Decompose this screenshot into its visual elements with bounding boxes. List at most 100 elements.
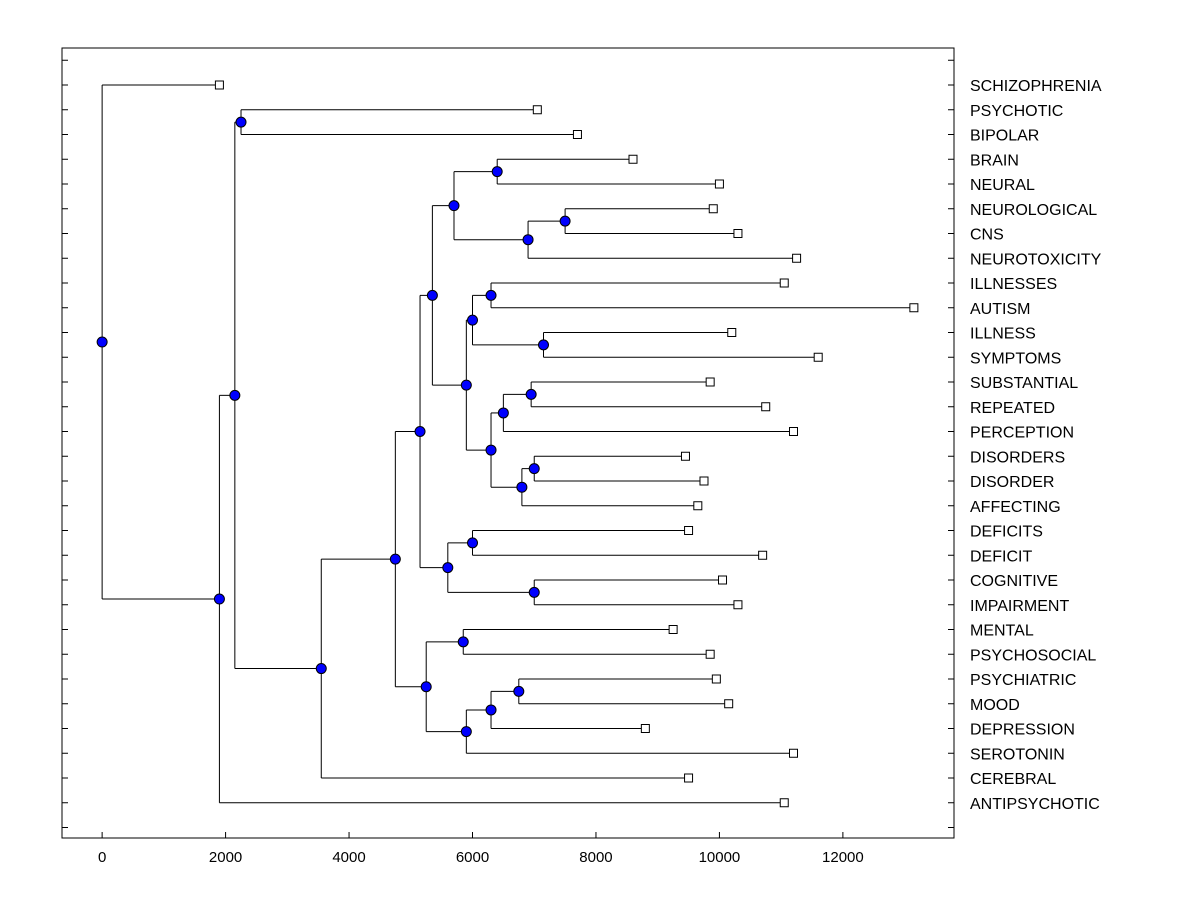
- merge-node-n4: [522, 234, 534, 246]
- leaf-label: ANTIPSYCHOTIC: [970, 796, 1100, 813]
- merge-node-n9: [525, 388, 537, 400]
- merge-node-n17: [528, 586, 540, 598]
- leaf-label: DEPRESSION: [970, 722, 1075, 739]
- leaf-marker: [640, 724, 650, 733]
- leaf-markers: [214, 80, 919, 808]
- leaf-marker: [779, 798, 789, 808]
- leaf-label: SEROTONIN: [970, 746, 1065, 763]
- merge-nodes: [96, 116, 571, 738]
- leaf-label: COGNITIVE: [970, 573, 1058, 590]
- merge-node-n5: [448, 200, 460, 212]
- x-axis: 0 2000 4000 6000 8000 10000 12000: [98, 832, 864, 866]
- leaf-marker: [724, 699, 734, 709]
- leaf-marker: [214, 80, 224, 90]
- leaf-marker: [733, 600, 743, 610]
- merge-node-n23: [460, 726, 472, 738]
- leaf-marker: [628, 154, 638, 164]
- leaf-marker: [711, 674, 721, 684]
- merge-node-n16: [467, 537, 479, 549]
- merge-node-n14: [460, 379, 472, 391]
- leaf-label: MOOD: [970, 697, 1020, 714]
- leaf-label: PSYCHIATRIC: [970, 672, 1076, 689]
- merge-node-n27: [229, 389, 241, 401]
- leaf-marker: [727, 328, 737, 337]
- leaf-label: IMPAIRMENT: [970, 598, 1069, 615]
- merge-node-n18: [442, 562, 454, 574]
- merge-node-n11: [528, 463, 540, 475]
- merge-node-n24: [420, 681, 432, 693]
- merge-node-n15: [426, 289, 438, 301]
- x-tick-label: 4000: [332, 849, 365, 866]
- leaf-label: CNS: [970, 227, 1004, 244]
- merge-node-n8: [467, 314, 479, 326]
- merge-node-n20: [457, 636, 469, 648]
- leaf-label: ILLNESS: [970, 326, 1036, 343]
- leaf-marker: [572, 130, 582, 139]
- leaf-marker: [758, 550, 768, 560]
- leaf-marker: [532, 105, 542, 115]
- x-tick-label: 12000: [822, 849, 864, 866]
- leaf-label: BIPOLAR: [970, 128, 1039, 145]
- plot-frame: [61, 47, 955, 839]
- leaf-marker: [813, 352, 823, 362]
- leaf-marker: [693, 501, 703, 511]
- y-tick-marks: [62, 59, 954, 828]
- x-tick-label: 0: [98, 849, 106, 866]
- leaf-marker: [789, 427, 799, 436]
- leaf-label: NEURAL: [970, 177, 1035, 194]
- merge-node-n7: [537, 339, 549, 351]
- leaf-label: ILLNESSES: [970, 276, 1057, 293]
- leaf-label: DEFICIT: [970, 548, 1032, 565]
- leaf-label: MENTAL: [970, 623, 1034, 640]
- leaf-marker: [668, 625, 678, 634]
- leaf-marker: [705, 377, 715, 387]
- x-tick-label: 2000: [209, 849, 242, 866]
- leaf-marker: [705, 649, 715, 659]
- merge-node-n21: [513, 685, 525, 697]
- leaf-marker: [684, 526, 694, 535]
- leaf-label: DEFICITS: [970, 524, 1043, 541]
- x-tick-label: 6000: [456, 849, 489, 866]
- leaf-marker: [792, 253, 802, 263]
- leaf-marker: [779, 278, 789, 288]
- merge-node-n22: [485, 704, 497, 716]
- merge-node-n28: [213, 593, 225, 605]
- leaf-labels: SCHIZOPHRENIA PSYCHOTIC BIPOLAR BRAIN NEURAL…: [970, 78, 1102, 813]
- leaf-label: SYMPTOMS: [970, 350, 1061, 367]
- leaf-label: AFFECTING: [970, 499, 1061, 516]
- leaf-label: REPEATED: [970, 400, 1055, 417]
- merge-node-n2: [491, 166, 503, 178]
- leaf-marker: [714, 179, 724, 189]
- merge-node-n26: [315, 663, 327, 675]
- leaf-label: AUTISM: [970, 301, 1030, 318]
- leaf-marker: [708, 204, 718, 214]
- leaf-label: PSYCHOSOCIAL: [970, 647, 1096, 664]
- leaf-label: DISORDERS: [970, 449, 1065, 466]
- merge-node-n6: [485, 289, 497, 301]
- leaf-label: PERCEPTION: [970, 425, 1074, 442]
- x-tick-label: 10000: [699, 849, 741, 866]
- leaf-marker: [789, 748, 799, 758]
- leaf-marker: [733, 229, 743, 238]
- leaf-marker: [761, 402, 771, 412]
- merge-node-n19: [414, 426, 426, 437]
- leaf-label: DISORDER: [970, 474, 1054, 491]
- leaf-marker: [909, 303, 919, 313]
- leaf-label: SUBSTANTIAL: [970, 375, 1078, 392]
- leaf-label: PSYCHOTIC: [970, 103, 1063, 120]
- leaf-marker: [684, 773, 694, 783]
- leaf-marker: [699, 476, 709, 486]
- merge-node-n10: [497, 407, 509, 419]
- x-tick-label: 8000: [579, 849, 612, 866]
- leaf-label: CEREBRAL: [970, 771, 1056, 788]
- merge-node-n25: [389, 553, 401, 565]
- leaf-marker: [718, 575, 728, 585]
- leaf-label: BRAIN: [970, 152, 1019, 169]
- merge-node-n1: [235, 116, 247, 128]
- merge-node-n12: [516, 481, 528, 493]
- leaf-label: NEUROTOXICITY: [970, 251, 1102, 268]
- merge-node-n3: [559, 215, 571, 227]
- leaf-marker: [680, 451, 690, 461]
